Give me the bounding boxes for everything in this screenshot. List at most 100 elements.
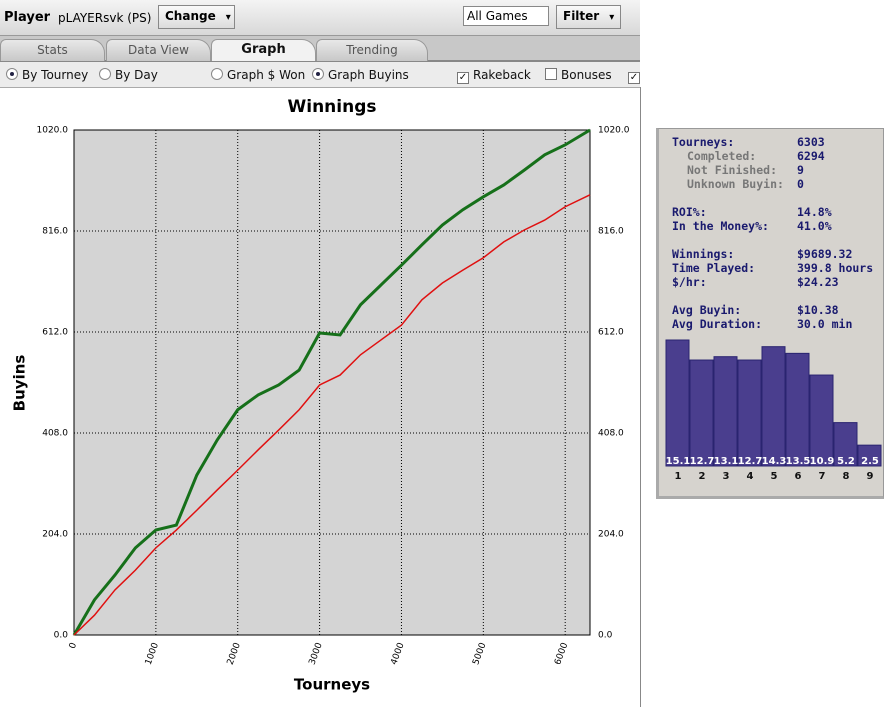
tab[interactable]: Stats [0,39,105,61]
toolbar: Player pLAYERsvk (PS) Change All Games F… [0,0,640,36]
stat-value: 6294 [797,149,825,163]
stat-value: 6303 [797,135,825,149]
option-label: Bonuses [561,68,612,82]
option-label: By Tourney [22,68,89,82]
checkbox-option[interactable]: ✓ Rakeback [457,68,531,84]
x-tick-label: 4000 [389,641,406,666]
y-tick-label-right: 408.0 [598,429,624,439]
bar-category-label: 2 [699,471,706,482]
checkbox [545,68,557,80]
option-label: Graph Buyins [328,68,409,82]
option-label: Graph $ Won [227,68,306,82]
y-axis-label: Buyins [11,355,29,412]
bar-value-label: 14.3 [762,456,787,467]
stat-value: 30.0 min [797,317,853,331]
games-select[interactable]: All Games [463,6,549,26]
radio [99,68,111,80]
stat-label: Not Finished: [687,163,778,177]
x-tick-label: 0 [68,641,79,650]
checkbox: ✓ [628,72,640,84]
stat-label: Time Played: [672,261,756,275]
bar [833,422,858,467]
stat-label: Tourneys: [672,135,735,149]
bar-category-label: 9 [867,471,874,482]
games-select-text: All Games [467,9,528,23]
stat-label: Avg Duration: [672,317,763,331]
x-axis-label: Tourneys [294,676,370,694]
radio [211,68,223,80]
bar [809,374,834,467]
series-line [73,194,591,636]
bar-category-label: 4 [747,471,754,482]
y-tick-label-right: 816.0 [598,227,624,237]
y-tick-label: 408.0 [42,429,68,439]
stat-label: Completed: [687,149,757,163]
y-tick-label-right: 204.0 [598,530,624,540]
option-label: By Day [115,68,158,82]
x-tick-label: 6000 [553,641,570,666]
line-chart: Winnings Tourneys Buyins 0.0 0.0 204.0 204.… [11,87,641,707]
y-tick-label-right: 0.0 [598,631,613,641]
y-tick-label-right: 1020.0 [598,126,630,136]
bar-value-label: 5.2 [837,456,855,467]
change-button[interactable]: Change [158,5,235,29]
bar-value-label: 13.1 [714,456,739,467]
bar [713,356,738,467]
radio-option[interactable]: By Day [99,68,158,82]
histogram: 15.1 1 12.7 2 13.1 3 12.7 4 14.3 5 13.5 6 10.9 7 5.2 82… [665,339,882,482]
bar-category-label: 8 [843,471,850,482]
bar-category-label: 5 [771,471,778,482]
options-bar: By Tourney By Day Graph $ Won Graph Buyi… [0,62,640,88]
radio-option[interactable]: By Tourney [6,68,88,82]
stat-value: $24.23 [797,275,839,289]
filter-button[interactable]: Filter [556,5,621,29]
tab[interactable]: Trending [316,39,428,61]
option-label: Rakeback [473,68,531,82]
x-tick-label: 1000 [144,641,161,666]
bar-value-label: 10.9 [810,456,835,467]
chart-title: Winnings [287,97,376,117]
stat-label: Unknown Buyin: [687,177,784,191]
bar-category-label: 3 [723,471,730,482]
y-tick-label: 204.0 [42,530,68,540]
tab-selected[interactable]: Graph [211,39,316,61]
bar [785,352,810,467]
stat-value: $9689.32 [797,247,853,261]
stat-value: 41.0% [797,219,832,233]
bar [761,346,786,467]
y-tick-label: 816.0 [42,227,68,237]
checkbox-option[interactable]: Bonuses [545,68,612,82]
x-tick-label: 5000 [471,641,488,666]
bar-category-label: 1 [675,471,682,482]
stat-value: 14.8% [797,205,832,219]
bar [737,359,762,467]
radio [312,68,324,80]
checkbox: ✓ [457,72,469,84]
bar [665,339,690,467]
stat-label: Winnings: [672,247,735,261]
bar-category-label: 6 [795,471,802,482]
bar [689,359,714,467]
bar-value-label: 12.7 [690,456,715,467]
radio-option[interactable]: Graph Buyins [312,68,409,82]
player-name: pLAYERsvk (PS) [58,11,152,25]
x-tick-label: 3000 [308,641,325,666]
stat-value: 399.8 hours [797,261,874,275]
bar [857,444,882,467]
y-tick-label-right: 612.0 [598,328,624,338]
tab[interactable]: Data View [106,39,211,61]
stat-label: ROI%: [672,205,707,219]
checkbox-option[interactable]: ✓ [628,68,644,84]
radio-option[interactable]: Graph $ Won [211,68,305,82]
stat-label: $/hr: [672,275,707,289]
bar-value-label: 15.1 [666,456,691,467]
bar-value-label: 13.5 [786,456,811,467]
player-label: Player [4,10,51,25]
bar-value-label: 2.5 [861,456,879,467]
y-tick-label: 612.0 [42,328,68,338]
bar-category-label: 7 [819,471,826,482]
stat-label: In the Money%: [672,219,769,233]
y-tick-label: 0.0 [54,631,69,641]
x-tick-label: 2000 [226,641,243,666]
